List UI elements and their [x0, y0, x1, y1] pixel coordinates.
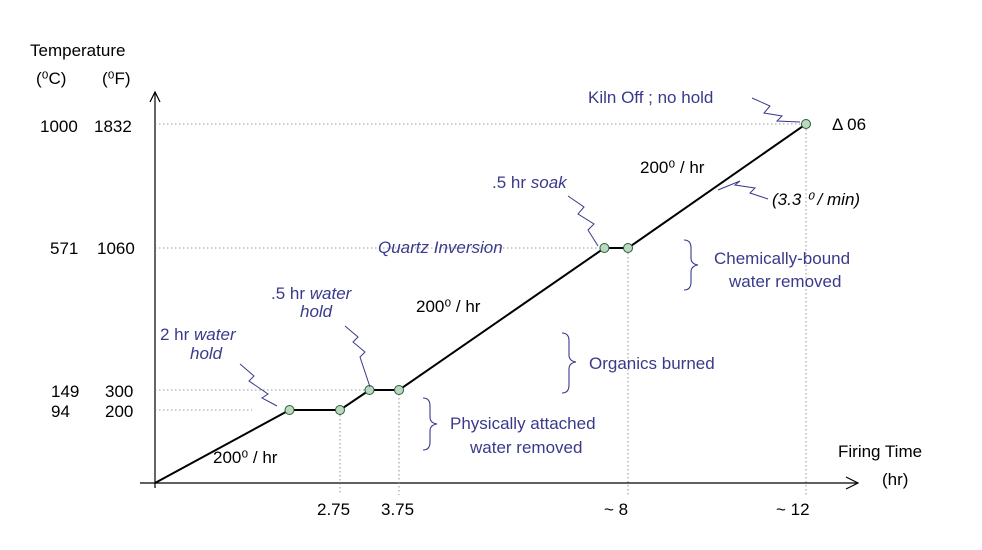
y-tick-f-1832: 1832: [94, 117, 132, 136]
brace-physical-water: [422, 397, 438, 451]
hold2-word: water: [310, 284, 353, 303]
hold-markers: [284, 119, 811, 415]
hold-marker-5: [623, 243, 633, 253]
y-tick-c-149: 149: [51, 382, 79, 401]
x-tick-12: ~ 12: [776, 500, 810, 519]
x-axis-unit: (hr): [882, 470, 908, 489]
x-tick-2-75: 2.75: [317, 500, 350, 519]
y-axis-unit-c: (⁰C): [36, 69, 66, 88]
callout-hold2: [344, 325, 371, 388]
y-tick-c-1000: 1000: [40, 117, 78, 136]
callout-kiln-off: [751, 97, 801, 123]
kiln-off-note: Kiln Off ; no hold: [588, 88, 713, 107]
hold1-note-line1: 2 hr water: [160, 325, 237, 344]
y-tick-f-300: 300: [105, 382, 133, 401]
hold2-note-line2: hold: [300, 302, 333, 321]
physical-water-note-line2: water removed: [469, 438, 582, 457]
y-tick-c-94: 94: [51, 402, 70, 421]
soak-word: soak: [531, 173, 568, 192]
physical-water-note-line1: Physically attached: [450, 414, 596, 433]
soak-prefix: .5 hr: [492, 173, 531, 192]
y-tick-c-571: 571: [50, 239, 78, 258]
soak-note: .5 hr soak: [492, 173, 568, 192]
x-tick-8: ~ 8: [604, 500, 628, 519]
x-axis-title: Firing Time: [838, 442, 922, 461]
x-axis-arrow: [845, 476, 860, 490]
hold2-prefix: .5 hr: [271, 284, 310, 303]
hold2-note-line1: .5 hr water: [271, 284, 353, 303]
cone-label: Δ 06: [832, 115, 866, 134]
chemical-water-note-line2: water removed: [728, 272, 841, 291]
brace-organics: [561, 332, 577, 394]
hold-marker-1: [335, 405, 345, 415]
callout-rate-per-minute: [717, 180, 769, 200]
y-axis-arrow: [149, 90, 161, 103]
hold-marker-3: [394, 385, 404, 395]
rate-label-high: 200⁰ / hr: [640, 158, 705, 177]
rate-per-minute-label: (3.3 ⁰ / min): [772, 190, 860, 209]
hold-marker-0: [284, 405, 295, 415]
quartz-inversion-note: Quartz Inversion: [378, 238, 503, 257]
hold1-word: water: [194, 325, 237, 344]
rate-label-mid: 200⁰ / hr: [416, 297, 481, 316]
chemical-water-note-line1: Chemically-bound: [714, 249, 850, 268]
y-tick-f-200: 200: [105, 402, 133, 421]
hold-marker-4: [599, 243, 610, 253]
y-axis-unit-f: (⁰F): [102, 69, 131, 88]
brace-chemical-water: [683, 239, 699, 291]
rate-label-low: 200⁰ / hr: [213, 448, 278, 467]
callout-hold1: [239, 363, 278, 407]
callout-soak: [567, 195, 599, 247]
x-tick-3-75: 3.75: [381, 500, 414, 519]
organics-note: Organics burned: [589, 354, 715, 373]
y-axis-title: Temperature: [30, 41, 125, 60]
y-tick-f-1060: 1060: [97, 239, 135, 258]
hold1-prefix: 2 hr: [160, 325, 194, 344]
hold-marker-6: [801, 119, 811, 129]
hold1-note-line2: hold: [190, 344, 223, 363]
